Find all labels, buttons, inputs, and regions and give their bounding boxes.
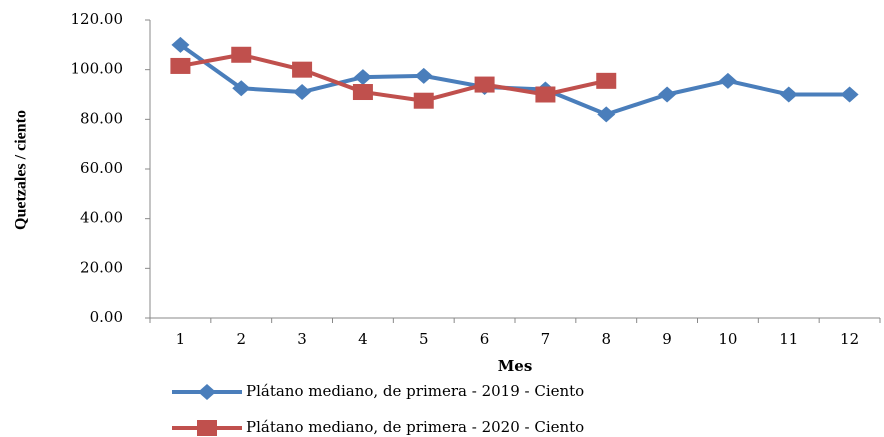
point [535,86,556,103]
y-tick-label: 20.00 [80,258,123,276]
x-tick-label: 3 [297,330,307,348]
point [293,84,312,101]
point [353,69,372,86]
x-tick-label: 8 [601,330,611,348]
x-tick-label: 11 [779,330,798,348]
x-tick-label: 4 [358,330,368,348]
point [597,106,616,123]
legend-marker [198,384,216,400]
x-tick-label: 12 [840,330,859,348]
series-line [180,52,607,103]
point [779,86,798,103]
point [596,72,617,89]
point [170,57,191,74]
point [352,84,373,101]
point [413,92,434,109]
y-tick-label: 80.00 [80,109,123,127]
x-tick-label: 2 [236,330,246,348]
point [840,86,859,103]
x-tick-label: 9 [662,330,672,348]
y-axis-title: Quetzales / ciento [13,110,30,230]
point [718,72,737,89]
point [171,36,190,53]
series-line [179,43,850,117]
legend-label: Plátano mediano, de primera - 2019 - Cie… [246,382,584,400]
y-tick-label: 120.00 [71,10,124,28]
x-tick-label: 10 [718,330,737,348]
x-tick-label: 6 [480,330,490,348]
x-tick-label: 7 [541,330,551,348]
legend-marker [197,420,217,436]
point [658,86,677,103]
point [231,46,252,63]
x-tick-label: 1 [176,330,186,348]
y-tick-label: 100.00 [71,60,124,78]
x-tick-label: 5 [419,330,429,348]
point [232,80,251,97]
y-tick-label: 0.00 [90,308,123,326]
y-tick-label: 60.00 [80,159,123,177]
point [414,67,433,84]
x-axis-title: Mes [498,357,533,375]
legend-label: Plátano mediano, de primera - 2020 - Cie… [246,418,584,436]
point [474,76,495,93]
y-tick-label: 40.00 [80,209,123,227]
point [292,61,313,78]
